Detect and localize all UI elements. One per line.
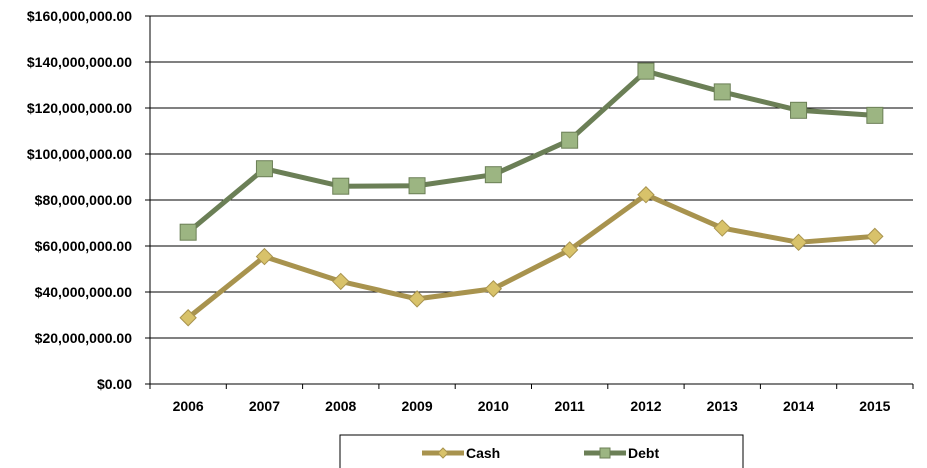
debt-point (408, 177, 426, 195)
debt-point (866, 106, 884, 124)
y-tick-label: $160,000,000.00 (27, 8, 132, 24)
y-tick-label: $140,000,000.00 (27, 54, 132, 70)
legend: Cash Debt (339, 434, 744, 468)
gridlines (150, 15, 913, 339)
x-axis-tick-labels: 2006 2007 2008 2009 2010 2011 2012 2013 2014 2015 (173, 398, 891, 414)
cash-point (789, 233, 808, 252)
legend-label-debt: Debt (628, 445, 659, 461)
debt-point (637, 62, 655, 80)
x-tick-label: 2013 (707, 398, 738, 414)
y-tick-label: $20,000,000.00 (35, 330, 133, 346)
x-tick-label: 2007 (249, 398, 280, 414)
debt-point (561, 131, 579, 149)
debt-point (179, 223, 197, 241)
x-tick-label: 2006 (173, 398, 204, 414)
debt-point (332, 177, 350, 195)
x-tick-label: 2011 (554, 398, 585, 414)
x-tick-label: 2012 (630, 398, 661, 414)
cash-point (408, 290, 426, 308)
y-tick-label: $80,000,000.00 (35, 192, 133, 208)
cash-point (637, 186, 655, 204)
x-tick-label: 2009 (401, 398, 432, 414)
cash-point (332, 272, 350, 291)
y-tick-label: $40,000,000.00 (35, 284, 133, 300)
x-tick-label: 2014 (783, 398, 814, 414)
x-tick-label: 2008 (325, 398, 356, 414)
series-layer (179, 62, 884, 327)
legend-label-cash: Cash (466, 445, 500, 461)
legend-item-cash: Cash (422, 445, 500, 461)
debt-line (186, 68, 876, 235)
legend-box (339, 434, 744, 468)
debt-point (713, 83, 731, 101)
legend-marker-cash (437, 447, 449, 459)
x-tick-label: 2015 (859, 398, 890, 414)
x-tick-label: 2010 (478, 398, 509, 414)
cash-line (186, 192, 876, 320)
y-tick-label: $100,000,000.00 (27, 146, 132, 162)
y-tick-label: $60,000,000.00 (35, 238, 133, 254)
x-axis (149, 16, 914, 389)
cash-point (179, 309, 197, 327)
y-tick-label: $0.00 (97, 376, 132, 392)
debt-point (255, 160, 273, 178)
cash-point (560, 241, 579, 259)
debt-point (484, 166, 502, 184)
legend-marker-debt (599, 447, 611, 459)
cash-point (255, 247, 274, 266)
legend-item-debt: Debt (584, 445, 659, 461)
series-cash (179, 186, 884, 327)
y-tick-label: $120,000,000.00 (27, 100, 132, 116)
cash-point (866, 227, 884, 246)
debt-point (790, 101, 808, 119)
y-axis-tick-labels: $0.00 $20,000,000.00 $40,000,000.00 $60,000… (27, 8, 150, 392)
cash-point (484, 280, 503, 298)
series-debt (179, 62, 884, 241)
cash-point (713, 219, 731, 237)
